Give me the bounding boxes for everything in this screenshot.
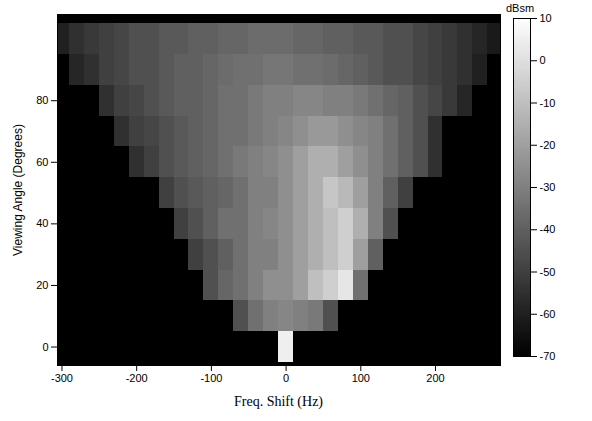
svg-text:80: 80 <box>36 94 48 106</box>
svg-text:-40: -40 <box>540 223 556 235</box>
svg-text:40: 40 <box>36 217 48 229</box>
svg-text:-30: -30 <box>540 181 556 193</box>
svg-text:100: 100 <box>352 372 370 384</box>
svg-text:60: 60 <box>36 156 48 168</box>
svg-text:0: 0 <box>283 372 289 384</box>
svg-text:-200: -200 <box>126 372 148 384</box>
svg-text:-300: -300 <box>51 372 73 384</box>
svg-text:-10: -10 <box>540 97 556 109</box>
svg-text:0: 0 <box>42 341 48 353</box>
svg-text:10: 10 <box>540 12 552 24</box>
svg-text:-20: -20 <box>540 139 556 151</box>
svg-text:20: 20 <box>36 279 48 291</box>
html-text:dBsm: dBsm <box>506 2 535 14</box>
html-text:Freq. Shift (Hz): Freq. Shift (Hz) <box>234 394 323 409</box>
svg-text:Viewing Angle (Degrees): Viewing Angle (Degrees) <box>11 124 25 256</box>
svg-text:0: 0 <box>540 54 546 66</box>
svg-text:-50: -50 <box>540 266 556 278</box>
svg-text:-70: -70 <box>540 350 556 362</box>
svg-text:-60: -60 <box>540 308 556 320</box>
svg-text:-100: -100 <box>200 372 222 384</box>
svg-text:200: 200 <box>426 372 444 384</box>
